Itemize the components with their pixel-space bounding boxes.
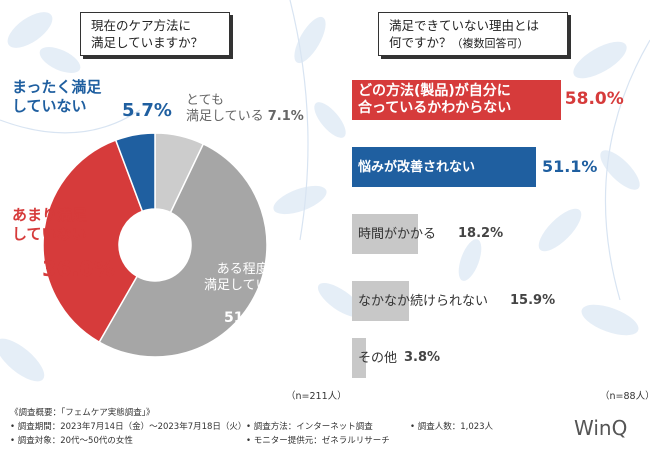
bar-value-3: 15.9% [510, 292, 556, 308]
pie-label-none-pct: 5.7% [122, 100, 172, 121]
pie-label-some-line2: 満足している [204, 278, 282, 294]
pie-label-very-text: とても 満足している 7.1% [186, 93, 304, 126]
pie-slice-not-at-all-satisfied [114, 132, 156, 213]
satisfaction-donut-chart [42, 132, 268, 358]
bar-value-0: 58.0% [564, 88, 624, 109]
pie-slice-somewhat-satisfied [98, 142, 268, 358]
right-question-line2: 何ですか？ [389, 35, 452, 50]
footer-method: • 調査方法：インターネット調査 [246, 422, 373, 432]
bar-0 [352, 80, 561, 120]
bar-label-3: なかなか続けられない [358, 293, 489, 309]
pie-label-not-line2: していない [12, 224, 87, 243]
bar-3 [352, 281, 410, 321]
bar-value-4: 3.8% [404, 349, 441, 365]
pie-label-very-text-content: とても 満足している [186, 93, 264, 125]
pie-label-some-pct: 51.2% [224, 310, 273, 326]
bar-label-1: 悩みが改善されない [358, 159, 476, 175]
bar-label-0: どの方法(製品)が自分に 合っているかわからない [358, 83, 512, 116]
footer-overview: 《調査概要：「フェムケア実態調査」》 [10, 408, 155, 418]
footer-count: • 調査人数：1,023人 [410, 422, 494, 432]
bar-4 [352, 338, 366, 378]
pie-slice-not-very-satisfied [42, 139, 144, 344]
footer-provider: • モニター提供元：ゼネラルリサーチ [246, 436, 390, 446]
left-question-box: 現在のケア方法に 満足していますか？ [80, 12, 230, 56]
pie-label-not-pct: 36.0% [42, 257, 115, 281]
pie-label-none-line2: していない [12, 96, 87, 115]
right-question-line1: 満足できていない理由とは [389, 18, 540, 33]
right-question-note: （複数回答可） [451, 37, 529, 50]
bar-label-4: その他 [358, 350, 398, 366]
pie-sample-size: （n=211人） [286, 391, 347, 402]
bar-value-1: 51.1% [541, 156, 598, 176]
pie-label-some-line1: ある程度 [216, 262, 269, 277]
pie-label-very: とても 満足している 7.1% [186, 93, 304, 126]
left-question-line1: 現在のケア方法に [91, 18, 192, 33]
pie-label-none: まったく満足 していない [12, 78, 101, 116]
pie-label-not-line1: あまり満足 [12, 206, 88, 224]
pie-label-not: あまり満足 していない [12, 206, 87, 244]
footer-target: • 調査対象：20代〜50代の女性 [10, 436, 133, 446]
bar-value-2: 18.2% [458, 225, 504, 241]
footer-period: • 調査期間：2023年7月14日（金）〜2023年7月18日（火） [10, 422, 247, 432]
bar-2 [352, 214, 418, 254]
bar-label-2: 時間がかかる [358, 226, 437, 242]
winq-logo: WinQ [574, 416, 628, 440]
pie-label-some: ある程度 満足している [204, 262, 282, 295]
bar-1 [352, 147, 536, 187]
right-question-box: 満足できていない理由とは 何ですか？（複数回答可） [378, 12, 568, 56]
left-question-line2: 満足していますか？ [91, 35, 204, 50]
survey-footer: 《調査概要：「フェムケア実態調査」》 • 調査期間：2023年7月14日（金）〜… [0, 402, 650, 450]
bar-sample-size: （n=88人） [600, 391, 650, 402]
pie-label-none-line1: まったく満足 [12, 78, 102, 96]
pie-label-very-pct: 7.1% [267, 109, 304, 125]
